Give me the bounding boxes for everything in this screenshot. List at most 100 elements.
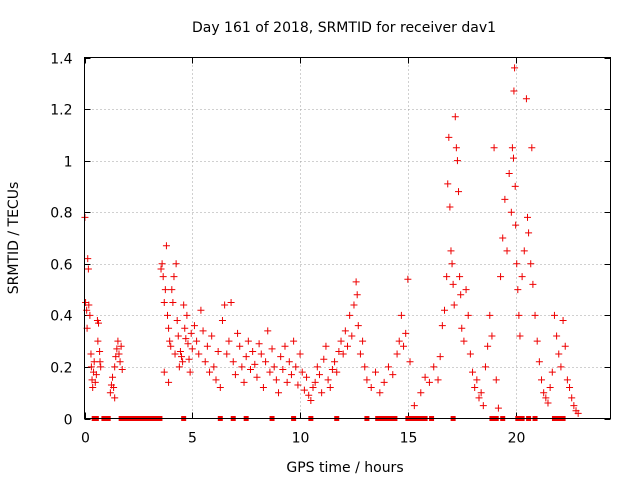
data-point	[447, 247, 455, 255]
data-point	[281, 342, 289, 350]
data-point	[335, 347, 343, 355]
data-point	[298, 368, 306, 376]
data-point	[227, 298, 235, 306]
data-point	[528, 144, 536, 152]
data-point	[160, 298, 168, 306]
data-point	[158, 260, 166, 268]
data-point	[277, 353, 285, 361]
data-point	[113, 345, 121, 353]
data-point	[397, 311, 405, 319]
data-point	[546, 384, 554, 392]
data-point	[225, 337, 233, 345]
data-point	[507, 208, 515, 216]
data-point	[509, 154, 517, 162]
data-point	[522, 95, 530, 103]
data-point	[484, 342, 492, 350]
data-point	[557, 363, 565, 371]
data-point	[514, 286, 522, 294]
data-point	[114, 337, 122, 345]
data-point	[236, 342, 244, 350]
y-tick-label: 0	[64, 413, 73, 429]
y-axis-label: SRMTID / TECUs	[6, 182, 22, 295]
data-point	[165, 378, 173, 386]
data-point	[353, 291, 361, 299]
data-markers	[81, 64, 582, 421]
data-point	[92, 371, 100, 379]
y-tick-label: 0.6	[50, 258, 72, 274]
data-point	[529, 280, 537, 288]
data-point	[384, 363, 392, 371]
data-point	[441, 306, 449, 314]
data-point	[350, 301, 358, 309]
data-point	[566, 384, 574, 392]
data-point	[561, 342, 569, 350]
data-point	[167, 342, 175, 350]
data-point	[544, 399, 552, 407]
data-point	[430, 363, 438, 371]
data-point	[187, 329, 195, 337]
data-point	[421, 373, 429, 381]
data-point	[162, 242, 170, 250]
data-point	[453, 157, 461, 165]
data-point	[115, 350, 123, 358]
data-point	[313, 363, 321, 371]
data-point	[244, 337, 252, 345]
data-point	[511, 64, 519, 72]
data-point	[494, 404, 502, 412]
x-tick-label: 5	[188, 431, 197, 447]
data-point	[516, 332, 524, 340]
data-point	[87, 350, 95, 358]
y-tick-label: 1.4	[50, 52, 72, 68]
x-tick-label: 10	[292, 431, 310, 447]
data-point	[249, 347, 257, 355]
data-point	[242, 353, 250, 361]
data-point	[111, 363, 119, 371]
data-point	[246, 366, 254, 374]
data-point	[179, 358, 187, 366]
data-point	[451, 113, 459, 121]
data-point	[400, 342, 408, 350]
data-point	[448, 260, 456, 268]
data-point	[157, 265, 165, 273]
data-point	[106, 389, 114, 397]
data-point	[445, 133, 453, 141]
data-point	[515, 311, 523, 319]
data-point	[443, 273, 451, 281]
data-point	[488, 332, 496, 340]
data-point	[563, 376, 571, 384]
data-point	[84, 255, 92, 263]
data-point	[182, 335, 190, 343]
data-point	[456, 273, 464, 281]
data-point	[553, 332, 561, 340]
data-point	[165, 324, 173, 332]
data-point	[176, 347, 184, 355]
data-point	[318, 389, 326, 397]
data-point	[348, 332, 356, 340]
data-point	[389, 371, 397, 379]
data-point	[475, 394, 483, 402]
data-point	[159, 273, 167, 281]
data-point	[322, 342, 330, 350]
data-point	[96, 347, 104, 355]
data-point	[183, 311, 191, 319]
data-point	[481, 363, 489, 371]
data-point	[292, 363, 300, 371]
data-point	[175, 363, 183, 371]
data-point	[406, 358, 414, 366]
y-tick-label: 0.8	[50, 206, 72, 222]
data-point	[331, 358, 339, 366]
data-point	[285, 358, 293, 366]
data-point	[229, 358, 237, 366]
data-point	[169, 298, 177, 306]
data-point	[96, 358, 104, 366]
data-point	[311, 378, 319, 386]
data-point	[181, 324, 189, 332]
data-point	[110, 384, 118, 392]
data-point	[356, 350, 364, 358]
data-point	[161, 286, 169, 294]
data-point	[221, 301, 229, 309]
data-point	[272, 376, 280, 384]
data-point	[223, 350, 231, 358]
data-point	[97, 363, 105, 371]
data-point	[251, 360, 259, 368]
